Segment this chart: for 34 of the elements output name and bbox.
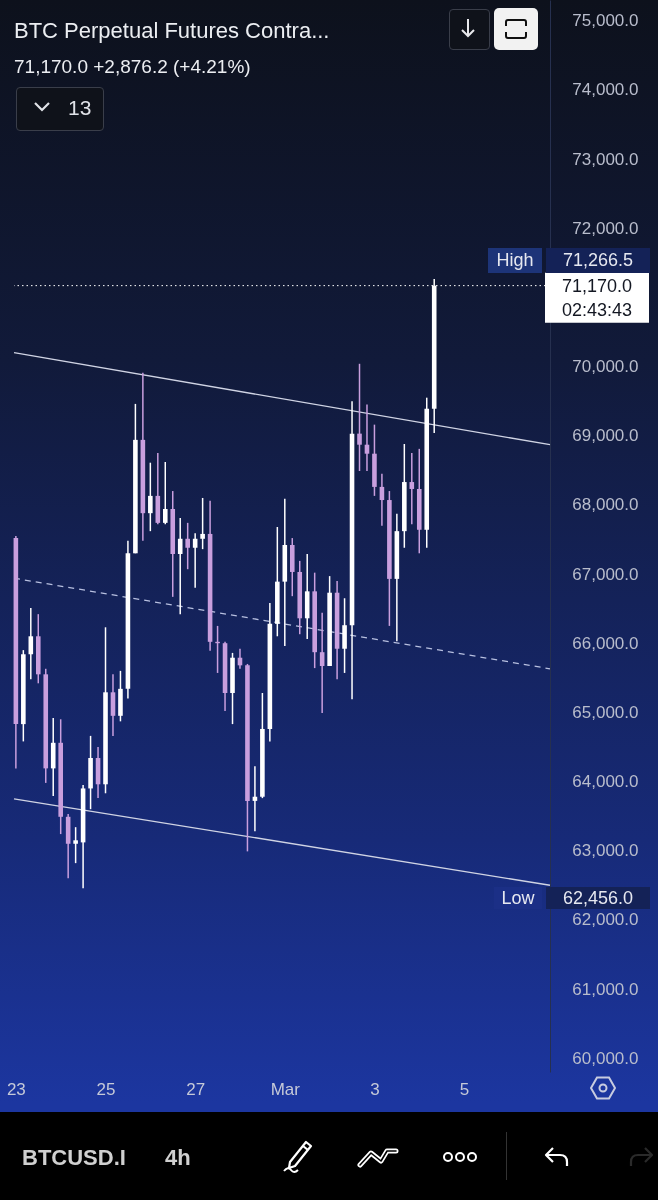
y-tick-label: 65,000.0 [572,702,639,722]
text: 4h [165,1145,191,1171]
annotation: Low [494,887,542,909]
y-tick-label: 73,000.0 [572,149,639,169]
text: 71,266.5 [546,248,650,273]
text: BTC Perpetual Futures Contra... [14,18,330,44]
x-tick-label: 25 [96,1079,116,1099]
y-tick-label: 61,000.0 [572,979,639,999]
y-tick-label: 67,000.0 [572,564,639,584]
y-tick-label: 72,000.0 [572,218,639,238]
annotation: 13 [68,96,92,120]
y-tick-label: 74,000.0 [572,80,639,100]
text: 02:43:43 [561,300,633,321]
text: 71,170.0 +2,876.2 (+4.21%) [14,56,251,78]
ref-line-label: 71,170.0 [561,275,633,296]
x-tick-label: 5 [459,1079,470,1099]
x-tick-label: Mar [270,1079,301,1099]
x-tick-label: 3 [370,1079,380,1099]
annotation: High [488,248,542,273]
y-tick-label: 75,000.0 [572,11,639,31]
x-tick-label: 23 [6,1079,26,1099]
y-tick-label: 70,000.0 [572,357,639,377]
x-tick-label: 27 [186,1079,206,1099]
y-tick-label: 62,000.0 [572,910,639,930]
text: BTCUSD.I [22,1145,126,1171]
y-tick-label: 63,000.0 [572,841,639,861]
candlestick [73,826,78,864]
y-tick-label: 68,000.0 [572,495,639,515]
y-tick-label: 66,000.0 [572,633,639,653]
candlestick [200,497,205,550]
y-tick-label: 60,000.0 [572,1048,639,1068]
y-tick-label: 64,000.0 [572,772,639,792]
text: 62,456.0 [546,887,650,909]
y-tick-label: 69,000.0 [572,426,639,446]
